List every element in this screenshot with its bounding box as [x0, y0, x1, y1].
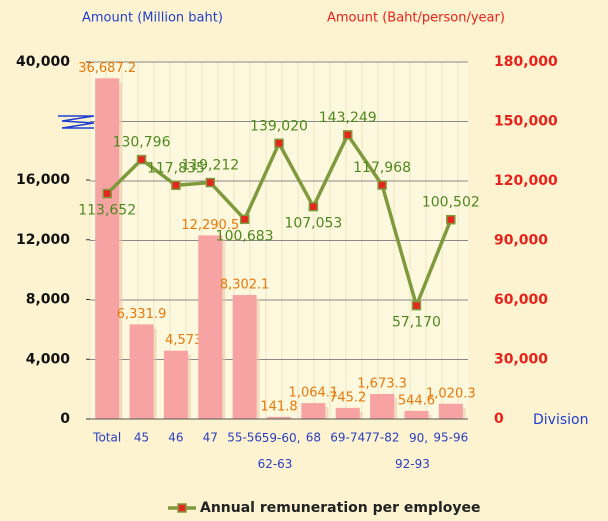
legend-marker: [177, 503, 187, 513]
line-value-label: 107,053: [284, 216, 342, 232]
x-tick-label: 90, 92-93: [395, 431, 432, 471]
x-tick-label: 68: [306, 431, 321, 445]
x-tick-label: Total: [92, 431, 121, 445]
bar-value-label: 1,064.1: [289, 386, 339, 401]
bar: [404, 410, 429, 419]
y2-tick-label: 30,000: [494, 352, 548, 368]
line-marker: [446, 214, 456, 225]
line-marker: [274, 138, 284, 149]
line-marker: [102, 188, 112, 199]
x-tick-label: 55-56: [227, 431, 262, 445]
line-value-label: 57,170: [392, 315, 441, 331]
line-value-label: 113,652: [78, 203, 136, 219]
line-marker: [171, 180, 181, 191]
bar-value-label: 141.8: [260, 399, 297, 414]
bar-value-label: 12,290.5: [181, 218, 239, 233]
bar-value-label: 36,687.2: [78, 61, 136, 76]
line-marker: [342, 130, 353, 140]
line-value-label: 100,502: [422, 195, 480, 211]
bar-value-label: 8,302.1: [220, 277, 270, 292]
bar: [267, 416, 291, 419]
line-marker: [411, 300, 422, 311]
x-tick-label: 95-96: [433, 431, 468, 445]
y-tick-label: 16,000: [16, 172, 70, 188]
x-tick-line: 59-60,: [262, 431, 305, 445]
legend-label: Annual remuneration per employee: [200, 500, 481, 516]
axis-break: [58, 115, 95, 129]
bar: [198, 235, 223, 419]
line-value-label: 143,249: [319, 110, 377, 126]
line-marker: [239, 214, 250, 225]
y-tick-label: 0: [60, 411, 70, 427]
y-tick-label: 40,000: [16, 54, 70, 70]
line-value-label: 139,020: [250, 118, 308, 134]
bar-value-label: 6,331.9: [117, 307, 167, 322]
bar: [232, 294, 257, 419]
line-marker: [377, 180, 387, 190]
line-marker: [136, 154, 147, 165]
bar: [335, 407, 360, 419]
bar: [129, 324, 154, 419]
x-tick-label: 45: [134, 431, 149, 445]
bar: [95, 78, 120, 419]
x-tick-line: 90,: [409, 431, 432, 445]
y-tick-label: 4,000: [26, 351, 71, 367]
y-tick-label: 8,000: [26, 292, 71, 308]
y2-tick-label: 180,000: [494, 54, 558, 70]
line-marker: [205, 177, 216, 188]
bar-value-label: 1,673.3: [357, 377, 407, 392]
y2-tick-label: 60,000: [494, 292, 548, 308]
bar: [370, 394, 395, 419]
y-tick-label: 12,000: [16, 232, 70, 248]
bar: [301, 403, 326, 419]
x-tick-label: 59-60, 62-63: [258, 431, 305, 471]
bar-value-label: 544.6: [398, 393, 435, 408]
bar: [438, 403, 463, 419]
x-tick-line: 62-63: [258, 457, 293, 471]
x-tick-label: 47: [203, 431, 218, 445]
y2-tick-label: 90,000: [494, 233, 548, 249]
line-value-label: 130,796: [113, 135, 171, 151]
bar-value-label: 1,020.3: [426, 386, 476, 401]
y-axis-label: Amount (Million baht): [82, 11, 223, 26]
line-value-label: 119,212: [181, 158, 239, 174]
y2-tick-label: 0: [494, 411, 504, 427]
x-tick-label: 77-82: [365, 431, 400, 445]
bar-value-label: 745.2: [329, 390, 366, 405]
x-tick-label: 46: [168, 431, 183, 445]
line-value-label: 117,835: [147, 160, 205, 176]
line-marker: [308, 201, 319, 212]
line-value-label: 100,683: [216, 228, 274, 244]
bar: [163, 350, 188, 419]
x-axis-label: Division: [533, 412, 588, 428]
line-value-label: 117,968: [353, 160, 411, 176]
x-tick-label: 69-74: [330, 431, 365, 445]
y2-tick-label: 150,000: [494, 114, 558, 130]
x-tick-line: 92-93: [395, 457, 430, 471]
y2-tick-label: 120,000: [494, 173, 558, 189]
y2-axis-label: Amount (Baht/person/year): [327, 11, 505, 26]
